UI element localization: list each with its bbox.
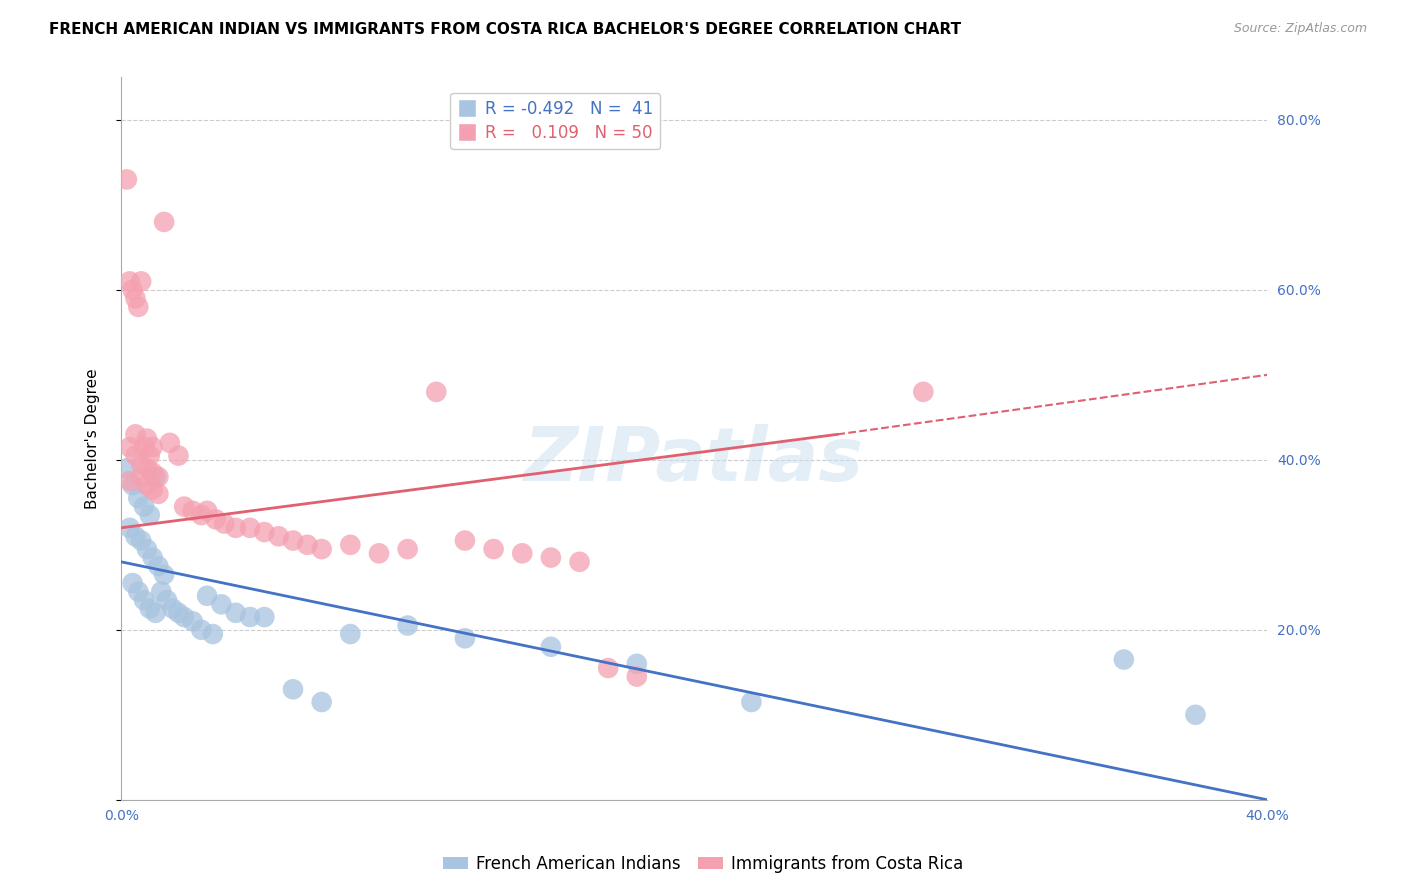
Point (132, 593, 155, 607)
Point (127, 584, 149, 599)
Point (173, 500, 195, 514)
Point (121, 576, 143, 591)
Point (135, 461, 157, 475)
Point (124, 427, 146, 442)
Point (132, 440, 155, 454)
Point (127, 491, 149, 505)
Y-axis label: Bachelor's Degree: Bachelor's Degree (86, 368, 100, 509)
Point (121, 478, 143, 492)
Point (454, 533, 477, 548)
Point (148, 559, 170, 574)
Point (142, 440, 165, 454)
Point (135, 432, 157, 446)
Text: FRENCH AMERICAN INDIAN VS IMMIGRANTS FROM COSTA RICA BACHELOR'S DEGREE CORRELATI: FRENCH AMERICAN INDIAN VS IMMIGRANTS FRO… (49, 22, 962, 37)
Point (145, 606, 167, 620)
Point (190, 508, 212, 522)
Point (311, 542, 333, 557)
Point (129, 274, 152, 288)
Point (156, 593, 179, 607)
Point (145, 470, 167, 484)
Point (209, 597, 232, 611)
Point (181, 504, 204, 518)
Point (139, 449, 162, 463)
Point (740, 695, 762, 709)
Point (142, 483, 165, 497)
Point (159, 435, 181, 450)
Point (118, 440, 141, 454)
Point (135, 478, 157, 492)
Point (167, 606, 190, 620)
Point (267, 529, 290, 543)
Point (510, 546, 533, 560)
Point (540, 550, 562, 565)
Point (124, 292, 146, 306)
Point (153, 215, 176, 229)
Point (181, 615, 204, 629)
Point (195, 589, 218, 603)
Point (129, 470, 152, 484)
Point (139, 601, 162, 615)
Point (118, 521, 141, 535)
Point (454, 632, 477, 646)
Point (1112, 652, 1135, 666)
Point (129, 533, 152, 548)
Point (148, 470, 170, 484)
Point (368, 546, 391, 560)
Point (173, 610, 195, 624)
Text: ZIPatlas: ZIPatlas (524, 424, 865, 497)
Point (540, 640, 562, 654)
Point (124, 449, 146, 463)
Point (153, 567, 176, 582)
Point (339, 538, 361, 552)
Point (135, 542, 157, 557)
Point (239, 521, 262, 535)
Point (568, 555, 591, 569)
Point (626, 669, 648, 683)
Point (626, 657, 648, 671)
Point (195, 504, 218, 518)
Point (239, 610, 262, 624)
Point (150, 584, 173, 599)
Point (396, 542, 419, 557)
Point (132, 500, 155, 514)
Point (118, 274, 141, 288)
Point (253, 524, 276, 539)
Point (115, 461, 138, 475)
Text: Source: ZipAtlas.com: Source: ZipAtlas.com (1233, 22, 1367, 36)
Point (142, 550, 165, 565)
Point (204, 512, 226, 526)
Point (201, 627, 224, 641)
Point (142, 466, 165, 480)
Point (225, 606, 247, 620)
Point (167, 449, 190, 463)
Point (297, 538, 319, 552)
Point (281, 533, 304, 548)
Point (425, 384, 447, 399)
Point (124, 529, 146, 543)
Point (121, 283, 143, 297)
Point (281, 682, 304, 697)
Point (115, 172, 138, 186)
Point (253, 610, 276, 624)
Point (214, 516, 236, 531)
Point (190, 623, 212, 637)
Point (311, 695, 333, 709)
Point (162, 601, 184, 615)
Point (127, 300, 149, 314)
Point (912, 384, 935, 399)
Point (482, 542, 505, 557)
Point (118, 474, 141, 488)
Point (139, 508, 162, 522)
Point (339, 627, 361, 641)
Point (225, 521, 247, 535)
Point (1184, 707, 1206, 722)
Point (148, 487, 170, 501)
Point (598, 661, 620, 675)
Legend: French American Indians, Immigrants from Costa Rica: French American Indians, Immigrants from… (436, 848, 970, 880)
Point (396, 618, 419, 632)
Legend: R = -0.492   N =  41, R =   0.109   N = 50: R = -0.492 N = 41, R = 0.109 N = 50 (450, 93, 661, 149)
Point (129, 457, 152, 471)
